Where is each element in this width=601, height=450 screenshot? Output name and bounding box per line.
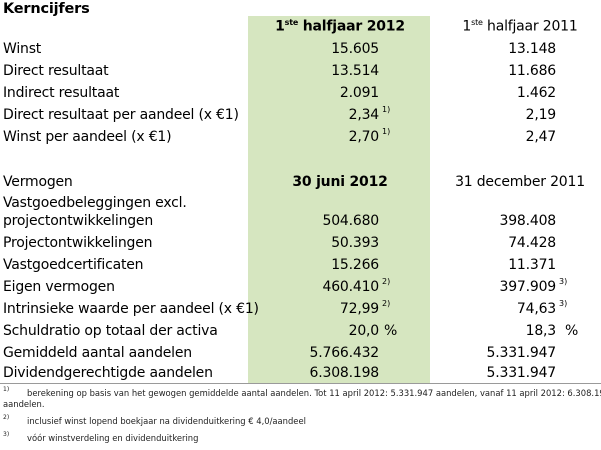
table-row: projectontwikkelingen 504.680 398.408 [0,211,601,233]
row-label: Vermogen [3,174,73,190]
value-col-1: 504.680 [322,213,380,229]
footnote-number: 1) [3,386,10,393]
table-row: Indirect resultaat 2.091 1.462 [0,83,601,105]
header-row-period: 1ste halfjaar 2012 1ste halfjaar 2011 [0,16,601,38]
table-row: Vastgoedcertificaten 15.266 11.371 [0,255,601,277]
footnote-ref: 1) [382,105,391,114]
value-col-1: 6.308.198 [309,365,380,381]
value-col-2: 5.331.947 [486,365,557,381]
row-label: projectontwikkelingen [3,213,154,229]
value-col-1: 15.266 [331,257,379,273]
footnote-number: 3) [3,431,10,438]
value-col-2: 397.909 [499,279,557,295]
footnote-text: inclusief winst lopend boekjaar na divid… [27,416,306,426]
row-label: Winst [3,41,42,57]
table-row: Eigen vermogen 460.410 2) 397.909 3) [0,277,601,299]
footnote-text-continued: aandelen. [3,399,45,409]
value-col-2: 398.408 [499,213,557,229]
value-col-1: 13.514 [331,63,379,79]
row-label: Vastgoedcertificaten [3,257,144,273]
row-label: Dividendgerechtigde aandelen [3,365,213,381]
unit-label: % [565,323,579,339]
row-label: Direct resultaat per aandeel (x €1) [3,107,239,123]
value-col-2: 11.686 [508,63,556,79]
footnote-ref: 3) [559,299,568,308]
value-col-2: 2,47 [525,129,557,145]
row-label: Vastgoedbeleggingen excl. [3,195,187,211]
value-col-2: 74,63 [516,301,556,317]
table-row: Schuldratio op totaal der activa 20,0% 18,… [0,321,601,343]
value-col-2: 74.428 [508,235,556,251]
table-row: Gemiddeld aantal aandelen 5.766.432 5.331.… [0,343,601,365]
value-col-1: 5.766.432 [309,345,380,361]
footnote-ref: 3) [559,277,568,286]
row-label: Winst per aandeel (x €1) [3,129,172,145]
value-col-2: 13.148 [508,41,556,57]
value-col-2: 11.371 [508,257,556,273]
row-label: Schuldratio op totaal der activa [3,323,218,339]
header-col-30-juni-2012: 30 juni 2012 [292,174,388,190]
row-label: Eigen vermogen [3,279,115,295]
row-label: Direct resultaat [3,63,109,79]
value-col-1: 50.393 [331,235,379,251]
footnote-text: vóór winstverdeling en dividenduitkering [27,433,199,443]
table-row: Winst 15.605 13.148 [0,39,601,61]
table-row: Intrinsieke waarde per aandeel (x €1) 72,… [0,299,601,321]
table-row: Projectontwikkelingen 50.393 74.428 [0,233,601,255]
table-row: Dividendgerechtigde aandelen 6.308.198 5.3… [0,363,601,385]
row-label: Intrinsieke waarde per aandeel (x €1) [3,301,259,317]
value-col-2: 2,19 [525,107,557,123]
value-col-1: 15.605 [331,41,379,57]
value-col-2: 18,3 [525,323,557,339]
value-col-2: 5.331.947 [486,345,557,361]
footnote-ref: 2) [382,277,391,286]
header-col-2012: 1ste halfjaar 2012 [275,18,405,35]
value-col-1: 2,70 [348,129,380,145]
row-label: Indirect resultaat [3,85,120,101]
page-title: Kerncijfers [3,1,90,17]
row-label: Projectontwikkelingen [3,235,153,251]
highlight-column [248,16,430,384]
footnote-number: 2) [3,414,10,421]
table-row: Winst per aandeel (x €1) 2,70 1) 2,47 [0,127,601,149]
value-col-1: 20,0 [348,323,380,339]
header-col-2011: 1ste halfjaar 2011 [462,18,578,35]
value-col-1: 72,99 [339,301,379,317]
footnote-text: berekening op basis van het gewogen gemi… [27,388,601,398]
table-row: Direct resultaat per aandeel (x €1) 2,34 1… [0,105,601,127]
header-col-31-dec-2011: 31 december 2011 [455,174,585,190]
value-col-1: 460.410 [322,279,380,295]
table-row: Direct resultaat 13.514 11.686 [0,61,601,83]
value-col-1: 2,34 [348,107,380,123]
footnote-ref: 2) [382,299,391,308]
footnote-divider [0,383,601,384]
value-col-2: 1.462 [516,85,556,101]
table-row: Vastgoedbeleggingen excl. [0,193,601,215]
footnote-ref: 1) [382,127,391,136]
value-col-1: 2.091 [339,85,379,101]
row-label: Gemiddeld aantal aandelen [3,345,192,361]
header-row-vermogen: Vermogen 30 juni 2012 31 december 2011 [0,172,601,194]
unit-label: % [384,323,398,339]
